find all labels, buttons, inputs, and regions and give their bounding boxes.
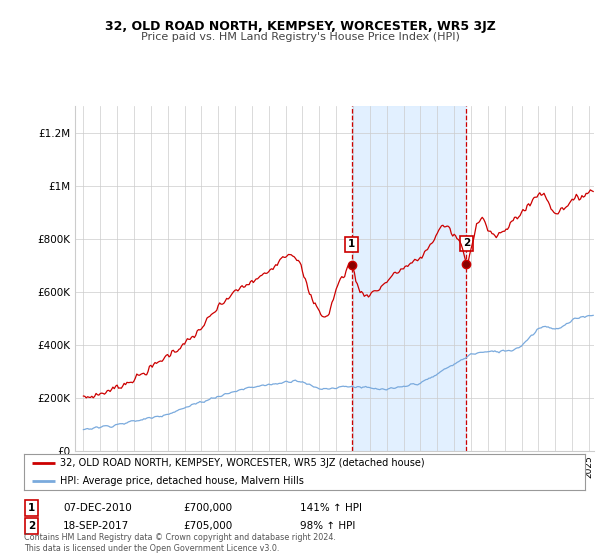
Text: 98% ↑ HPI: 98% ↑ HPI bbox=[300, 521, 355, 531]
Text: £705,000: £705,000 bbox=[183, 521, 232, 531]
Text: 32, OLD ROAD NORTH, KEMPSEY, WORCESTER, WR5 3JZ: 32, OLD ROAD NORTH, KEMPSEY, WORCESTER, … bbox=[104, 20, 496, 32]
Text: 18-SEP-2017: 18-SEP-2017 bbox=[63, 521, 129, 531]
Text: 1: 1 bbox=[348, 240, 355, 249]
Text: HPI: Average price, detached house, Malvern Hills: HPI: Average price, detached house, Malv… bbox=[61, 476, 304, 486]
Text: 07-DEC-2010: 07-DEC-2010 bbox=[63, 503, 132, 513]
Text: Contains HM Land Registry data © Crown copyright and database right 2024.
This d: Contains HM Land Registry data © Crown c… bbox=[24, 533, 336, 553]
Text: £700,000: £700,000 bbox=[183, 503, 232, 513]
Text: 32, OLD ROAD NORTH, KEMPSEY, WORCESTER, WR5 3JZ (detached house): 32, OLD ROAD NORTH, KEMPSEY, WORCESTER, … bbox=[61, 459, 425, 468]
Text: 1: 1 bbox=[28, 503, 35, 513]
Text: 2: 2 bbox=[28, 521, 35, 531]
Text: 141% ↑ HPI: 141% ↑ HPI bbox=[300, 503, 362, 513]
Text: 2: 2 bbox=[463, 238, 470, 248]
Text: Price paid vs. HM Land Registry's House Price Index (HPI): Price paid vs. HM Land Registry's House … bbox=[140, 32, 460, 43]
Bar bbox=[352, 106, 466, 451]
